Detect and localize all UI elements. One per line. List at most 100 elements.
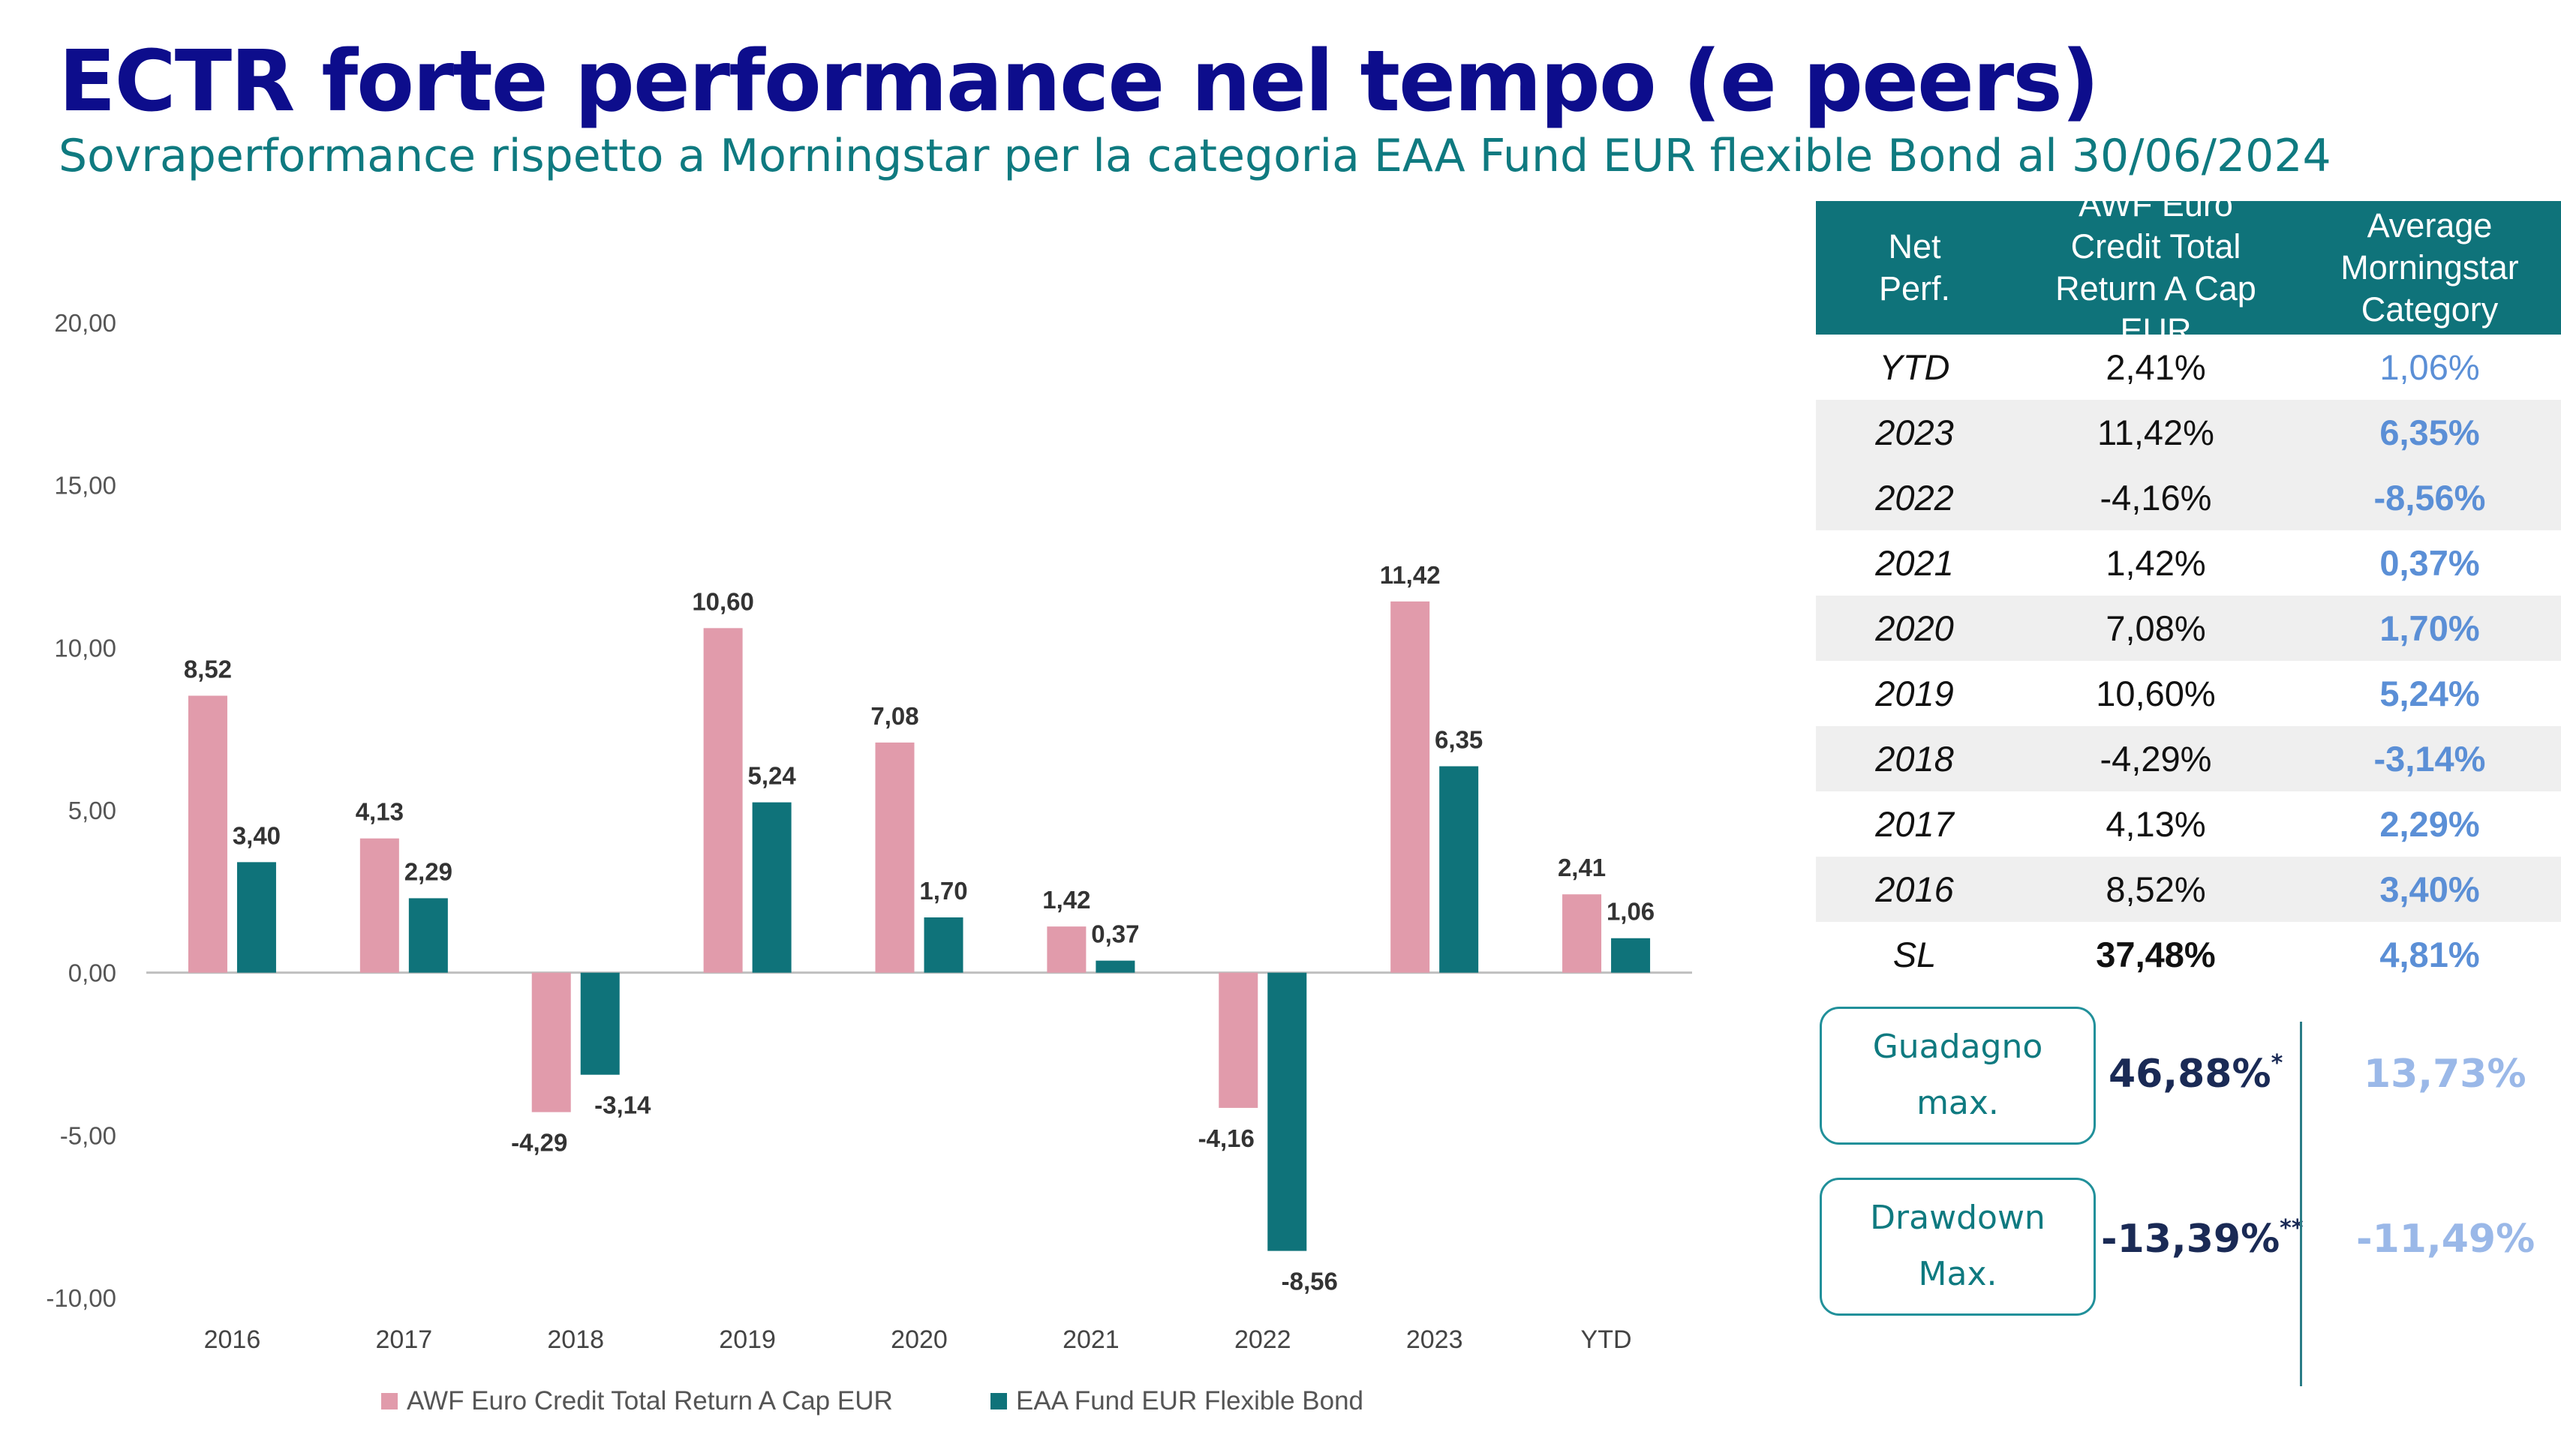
bar-fund [1219, 972, 1258, 1108]
table-row: 2021 1,42% 0,37% [1816, 530, 2561, 596]
drawdown-fund-text: -13,39% [2101, 1217, 2280, 1262]
row-period: 2023 [1875, 413, 1954, 452]
bar-category [1096, 960, 1135, 973]
legend-fund: AWF Euro Credit Total Return A Cap EUR [381, 1386, 893, 1416]
row-period: 2019 [1875, 674, 1954, 713]
table-row: SL 37,48% 4,81% [1816, 922, 2561, 987]
row-fund-value: 1,42% [2106, 543, 2206, 583]
bar-category [1439, 766, 1479, 973]
data-label: 3,40 [233, 821, 281, 849]
row-fund-value: 10,60% [2096, 674, 2216, 713]
data-label: 6,35 [1435, 726, 1483, 754]
header-fund: AWF Euro Credit Total Return A Cap EUR [2055, 185, 2256, 350]
row-fund-value: 37,48% [2096, 935, 2216, 974]
max-gain-footnote-mark: * [2271, 1049, 2283, 1076]
legend-fund-swatch [381, 1393, 398, 1409]
row-fund-value: 2,41% [2106, 347, 2206, 387]
data-label: 10,60 [692, 587, 754, 615]
legend-category: EAA Fund EUR Flexible Bond [990, 1386, 1363, 1416]
row-fund-value: -4,29% [2100, 739, 2212, 779]
x-tick-label: 2019 [719, 1325, 776, 1354]
data-label: 7,08 [870, 702, 918, 730]
row-category-value: 0,37% [2379, 543, 2480, 583]
x-tick-label: 2020 [891, 1325, 948, 1354]
drawdown-category-value: -11,49% [2356, 1217, 2535, 1262]
table-row: 2020 7,08% 1,70% [1816, 596, 2561, 661]
max-gain-label-box: Guadagno max. [1820, 1007, 2096, 1145]
data-label: 5,24 [747, 762, 796, 790]
drawdown-label-2: Max. [1918, 1255, 1997, 1293]
x-tick-label: 2018 [547, 1325, 604, 1354]
bar-category [236, 862, 276, 973]
table-row: 2016 8,52% 3,40% [1816, 857, 2561, 922]
data-label: -4,16 [1198, 1124, 1255, 1152]
data-label: 0,37 [1091, 920, 1139, 948]
data-label: 11,42 [1380, 561, 1441, 589]
y-tick-label: -10,00 [46, 1284, 116, 1312]
performance-table: Net Perf. AWF Euro Credit Total Return A… [1816, 185, 2561, 987]
row-period: 2020 [1875, 608, 1954, 648]
row-category-value: 5,24% [2379, 674, 2480, 713]
legend-category-label: EAA Fund EUR Flexible Bond [1016, 1386, 1364, 1415]
row-period: 2016 [1875, 869, 1954, 909]
max-gain-label-1: Guadagno [1872, 1028, 2043, 1067]
row-fund-value: 7,08% [2106, 608, 2206, 648]
max-gain-fund-text: 46,88% [2109, 1052, 2271, 1097]
legend-fund-label: AWF Euro Credit Total Return A Cap EUR [407, 1386, 893, 1415]
data-label: 2,41 [1558, 854, 1606, 881]
table-row: 2019 10,60% 5,24% [1816, 661, 2561, 726]
y-tick-label: 0,00 [68, 959, 116, 987]
drawdown-fund-value: -13,39%** [2101, 1214, 2304, 1262]
max-gain-category-value: 13,73% [2364, 1052, 2526, 1097]
row-category-value: 6,35% [2379, 413, 2480, 452]
bar-fund [359, 838, 399, 973]
bar-category [1611, 938, 1651, 973]
table-row: 2023 11,42% 6,35% [1816, 400, 2561, 465]
bar-category [1267, 972, 1307, 1251]
row-period: 2021 [1875, 543, 1954, 583]
x-tick-label: 2016 [204, 1325, 261, 1354]
table-row: 2018 -4,29% -3,14% [1816, 726, 2561, 791]
row-fund-value: 8,52% [2106, 869, 2206, 909]
y-tick-label: 15,00 [54, 472, 116, 500]
data-label: 4,13 [356, 798, 404, 826]
data-label: 8,52 [184, 655, 232, 683]
page-title: ECTR forte performance nel tempo (e peer… [59, 33, 2100, 131]
table-row: 2022 -4,16% -8,56% [1816, 465, 2561, 530]
row-period: YTD [1879, 347, 1950, 387]
header-net-perf: Net Perf. [1878, 227, 1951, 308]
y-tick-label: 5,00 [68, 797, 116, 824]
row-period: 2022 [1875, 478, 1954, 518]
header-category: Average Morningstar Category [2340, 206, 2519, 329]
bar-chart: 20,00 15,00 10,00 5,00 0,00 -5,00 -10,00 8,52 3,… [46, 309, 1692, 1354]
row-category-value: 1,06% [2379, 347, 2480, 387]
row-fund-value: 4,13% [2106, 804, 2206, 844]
x-tick-label: YTD [1581, 1325, 1632, 1354]
row-category-value: 1,70% [2379, 608, 2480, 648]
y-tick-label: 10,00 [54, 634, 116, 662]
max-gain-fund-value: 46,88%* [2109, 1049, 2283, 1097]
bar-fund [1390, 601, 1430, 973]
row-period: 2018 [1875, 739, 1954, 779]
data-label: -3,14 [594, 1091, 651, 1119]
bar-fund [875, 742, 915, 973]
row-category-value: -8,56% [2373, 478, 2486, 518]
drawdown-footnote-mark: ** [2280, 1214, 2304, 1241]
bar-category [752, 802, 792, 973]
data-label: 2,29 [404, 857, 452, 885]
drawdown-label-box: Drawdown Max. [1820, 1178, 2096, 1316]
data-label: -4,29 [511, 1129, 567, 1157]
x-tick-label: 2021 [1063, 1325, 1120, 1354]
row-fund-value: -4,16% [2100, 478, 2212, 518]
y-tick-label: -5,00 [60, 1121, 116, 1149]
table-row: 2017 4,13% 2,29% [1816, 791, 2561, 857]
bar-category [924, 917, 963, 973]
x-tick-label: 2023 [1406, 1325, 1463, 1354]
bar-category [408, 898, 448, 973]
drawdown-label-1: Drawdown [1870, 1199, 2045, 1238]
bar-category [580, 972, 620, 1075]
bar-fund [1562, 894, 1602, 973]
data-label: 1,42 [1042, 886, 1090, 914]
x-tick-label: 2022 [1234, 1325, 1291, 1354]
bar-fund [703, 628, 743, 973]
